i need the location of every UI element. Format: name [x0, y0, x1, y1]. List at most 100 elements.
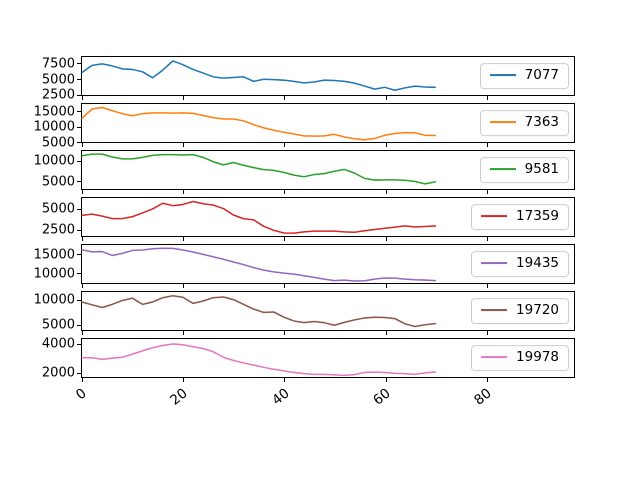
x-tick-mark [284, 96, 286, 100]
legend-line-sample-9581 [489, 168, 516, 171]
x-tick-label-0: 0 [72, 385, 90, 404]
y-tick-mark [77, 111, 81, 113]
subplot-19978: 2000 4000 19978 [42, 338, 575, 382]
line-7363 [81, 106, 437, 141]
y-tick-label: 5000 [41, 135, 75, 151]
y-tick-label: 10000 [33, 266, 75, 282]
legend-19720: 19720 [471, 298, 569, 324]
x-tick-mark [81, 378, 83, 382]
plot-area-19978 [81, 343, 437, 377]
y-tick-mark [77, 160, 81, 162]
y-tick-mark [77, 63, 81, 65]
x-tick-mark [81, 143, 83, 147]
x-tick-mark [486, 378, 488, 382]
x-tick-label-40: 40 [268, 385, 293, 409]
x-tick-mark [486, 284, 488, 288]
x-tick-mark [284, 378, 286, 382]
x-tick-mark [486, 143, 488, 147]
subplot-7077: 2500 5000 7500 7077 [42, 56, 575, 102]
y-tick-label: 2500 [41, 222, 75, 238]
x-tick-mark [284, 143, 286, 147]
plot-area-19720 [81, 295, 437, 328]
x-tick-mark [81, 190, 83, 194]
y-tick-mark [77, 324, 81, 326]
x-tick-label-80: 80 [471, 385, 495, 409]
x-tick-mark [182, 96, 184, 100]
legend-label-19720: 19720 [516, 302, 559, 319]
y-tick-mark [77, 79, 81, 80]
legend-label-19978: 19978 [516, 349, 559, 366]
legend-label-17359: 17359 [516, 208, 559, 225]
x-tick-mark [81, 96, 83, 100]
plot-area-17359 [81, 200, 437, 234]
x-tick-mark [486, 190, 488, 194]
y-tick-label: 4000 [41, 336, 75, 352]
x-tick-mark [182, 331, 184, 335]
x-tick-mark [486, 237, 488, 241]
x-tick-mark [182, 237, 184, 241]
legend-line-sample-19978 [481, 356, 508, 359]
y-tick-mark [77, 299, 81, 301]
y-tick-label: 5000 [41, 201, 75, 217]
y-tick-label: 2500 [41, 87, 75, 103]
x-tick-mark [486, 331, 488, 335]
x-tick-mark [284, 284, 286, 288]
y-tick-label: 5000 [41, 317, 75, 333]
line-19435 [81, 247, 437, 282]
line-17359 [81, 200, 437, 234]
x-tick-mark [81, 237, 83, 241]
x-tick-mark [486, 96, 488, 100]
subplot-19720: 5000 10000 19720 [34, 291, 575, 335]
plot-area-7077 [81, 60, 437, 92]
x-tick-mark [385, 96, 387, 100]
plot-area-19435 [81, 247, 437, 282]
y-tick-mark [77, 273, 81, 275]
legend-7363: 7363 [479, 110, 569, 136]
legend-label-7363: 7363 [524, 114, 559, 131]
x-tick-mark [385, 237, 387, 241]
plot-area-7363 [81, 106, 437, 141]
y-tick-label: 15000 [33, 104, 75, 120]
plot-area-9581 [81, 153, 437, 185]
legend-9581: 9581 [479, 157, 569, 183]
legend-line-sample-19720 [481, 309, 508, 312]
line-19978 [81, 343, 437, 377]
x-tick-mark [182, 190, 184, 194]
legend-19978: 19978 [471, 345, 569, 371]
y-tick-label: 2000 [41, 365, 75, 381]
y-tick-mark [77, 208, 81, 210]
line-9581 [81, 153, 437, 185]
x-tick-mark [385, 190, 387, 194]
x-tick-mark [385, 284, 387, 288]
legend-7077: 7077 [479, 63, 569, 89]
y-tick-mark [77, 229, 81, 231]
subplot-17359: 2500 5000 17359 [42, 197, 575, 241]
y-tick-label: 5000 [41, 72, 75, 87]
y-tick-label: 10000 [33, 292, 75, 308]
y-tick-label: 5000 [41, 174, 75, 190]
x-tick-mark [182, 284, 184, 288]
y-tick-label: 10000 [33, 119, 75, 135]
x-tick-label-20: 20 [167, 385, 191, 409]
x-tick-mark [284, 237, 286, 241]
legend-line-sample-7363 [489, 121, 516, 124]
subplot-9581: 5000 10000 9581 [34, 150, 575, 194]
line-7077 [81, 60, 437, 92]
x-tick-mark [182, 143, 184, 147]
y-tick-mark [77, 254, 81, 256]
y-tick-mark [77, 372, 81, 374]
legend-label-7077: 7077 [524, 67, 559, 84]
line-19720 [81, 295, 437, 328]
x-tick-mark [81, 331, 83, 335]
legend-17359: 17359 [471, 204, 569, 230]
legend-label-19435: 19435 [516, 255, 559, 272]
legend-label-9581: 9581 [524, 161, 559, 178]
y-tick-mark [77, 142, 81, 144]
y-tick-mark [77, 126, 81, 128]
legend-line-sample-19435 [481, 262, 508, 265]
y-tick-mark [77, 343, 81, 345]
legend-line-sample-7077 [489, 74, 516, 77]
subplot-7363: 5000 10000 15000 7363 [34, 103, 575, 149]
y-tick-label: 15000 [33, 247, 75, 263]
